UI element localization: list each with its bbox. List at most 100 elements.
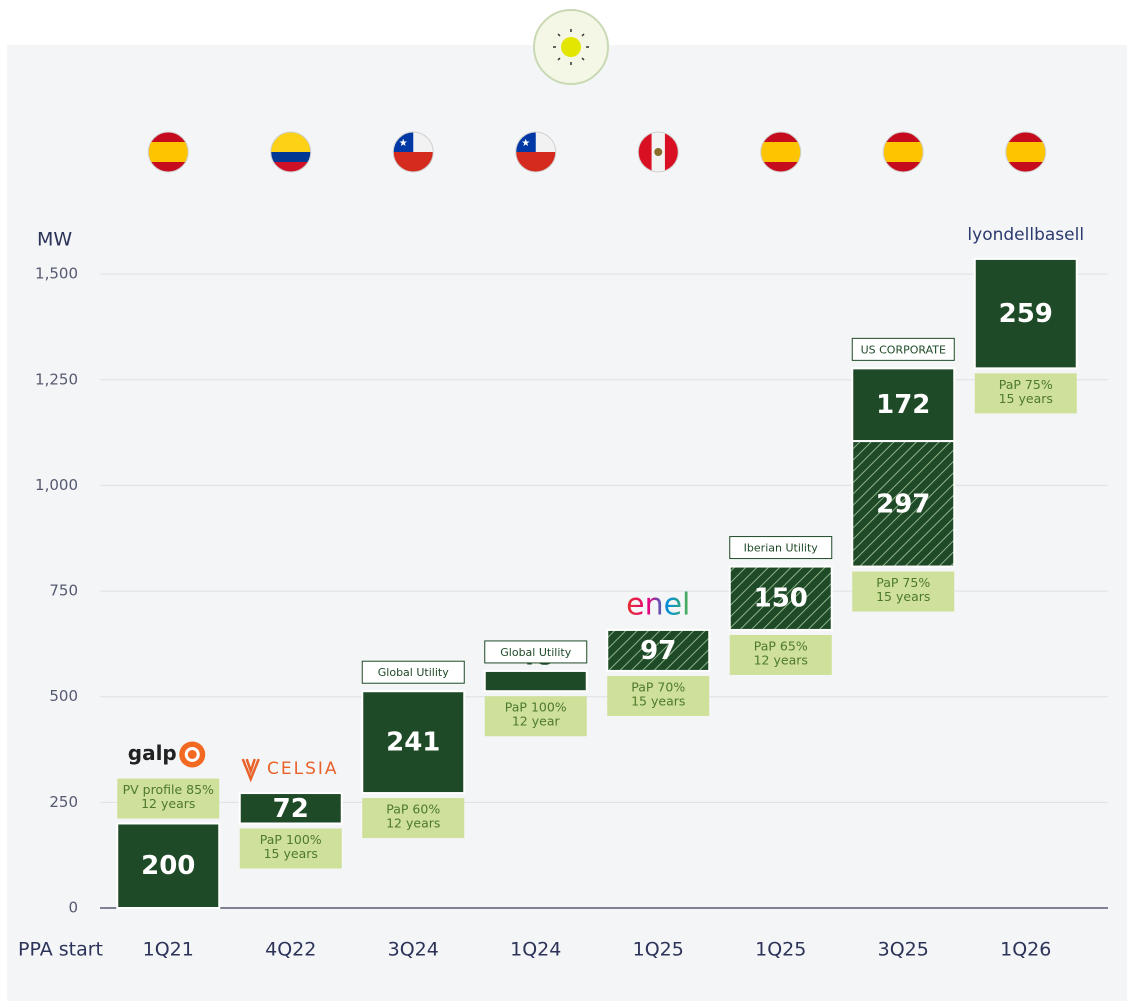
note-text: 15 years xyxy=(999,391,1053,406)
flag xyxy=(882,131,924,173)
logo-mark xyxy=(241,758,260,783)
tag-box xyxy=(484,640,588,664)
bar-value-label: 150 xyxy=(754,584,808,614)
note-box xyxy=(362,798,465,839)
flag-shine xyxy=(270,131,312,173)
bar-value-label: 97 xyxy=(640,636,676,666)
bar-group: 297 172 PaP 75%15 years US CORPORATE 3Q25 xyxy=(851,131,956,961)
note-box xyxy=(484,696,587,737)
x-tick-label: 4Q22 xyxy=(265,939,316,961)
bar-group: ★ 241 PaP 60%12 years Global Utility 3Q24 xyxy=(361,131,466,961)
flag-body xyxy=(270,132,311,172)
flag-body xyxy=(760,132,801,172)
bar-value-label: 72 xyxy=(273,794,309,824)
y-tick-label: 1,250 xyxy=(35,370,78,388)
bar-segment xyxy=(606,628,711,672)
flag-part xyxy=(883,132,924,142)
x-tick-label: 1Q25 xyxy=(755,939,806,961)
flag-part xyxy=(515,152,556,172)
note-box xyxy=(852,571,955,612)
x-tick-label: 1Q21 xyxy=(143,939,194,961)
bar-segment xyxy=(851,367,956,443)
bar-segment xyxy=(238,792,343,825)
flag-part xyxy=(1005,142,1046,162)
tag-text: Global Utility xyxy=(378,666,449,679)
x-tick-label: 1Q24 xyxy=(510,939,561,961)
tag-box xyxy=(851,337,955,361)
note-text: PaP 75% xyxy=(999,377,1053,392)
flag-part xyxy=(148,132,189,142)
x-axis-label: PPA start xyxy=(18,939,103,961)
note-text: PaP 70% xyxy=(631,679,685,694)
y-tick-label: 0 xyxy=(68,899,78,917)
bar-value-label: 297 xyxy=(876,489,930,519)
flag-body xyxy=(883,132,924,172)
bar-group: 150 PaP 65%12 years Iberian Utility 1Q25 xyxy=(728,131,833,961)
note-text: PaP 100% xyxy=(260,832,322,847)
note-box xyxy=(117,778,220,819)
note-text: 12 year xyxy=(512,714,561,729)
x-tick-label: 1Q26 xyxy=(1000,939,1051,961)
flag: ★ xyxy=(515,131,557,173)
tag-box xyxy=(729,536,833,560)
flag-part xyxy=(1005,162,1046,172)
flag xyxy=(1005,131,1047,173)
flag-part xyxy=(148,162,189,172)
bar-value-label: 259 xyxy=(999,299,1053,329)
note-text: PaP 65% xyxy=(754,638,808,653)
flag-part xyxy=(760,162,801,172)
flag: ★ xyxy=(392,131,434,173)
bar-group: 259 PaP 75%15 years lyondellbasell 1Q26 xyxy=(967,131,1084,961)
note-box xyxy=(974,373,1077,414)
bar-segment xyxy=(973,257,1078,370)
flag-body xyxy=(1005,132,1046,172)
flag-shine xyxy=(147,131,189,173)
bar-value-label: 200 xyxy=(141,851,195,881)
bar-segment xyxy=(361,690,466,795)
bar-segment xyxy=(728,565,833,631)
flag-part xyxy=(270,152,311,162)
bar-value-label: 172 xyxy=(876,390,930,420)
flag-shine xyxy=(760,131,802,173)
bar-segment xyxy=(116,822,221,910)
note-box xyxy=(239,828,342,869)
flag-part xyxy=(270,162,311,172)
flag xyxy=(760,131,802,173)
note-text: PV profile 85% xyxy=(123,782,214,797)
logo-text: CELSIA xyxy=(267,759,339,779)
note-text: 15 years xyxy=(264,846,318,861)
note-box xyxy=(729,634,832,675)
tag-text: US CORPORATE xyxy=(861,343,946,356)
flag-part xyxy=(760,142,801,162)
tag-text: Global Utility xyxy=(500,646,571,659)
logo-mark xyxy=(184,746,200,762)
note-text: 12 years xyxy=(386,816,440,831)
sun-icon xyxy=(533,9,609,85)
note-text: 15 years xyxy=(876,589,930,604)
flag-part xyxy=(270,132,311,152)
flag-shine xyxy=(392,131,434,173)
note-text: 12 years xyxy=(754,652,808,667)
bar-group: 97 PaP 70%15 years enel 1Q25 xyxy=(606,131,711,961)
note-text: 15 years xyxy=(631,693,685,708)
note-text: PaP 60% xyxy=(386,802,440,817)
logo-text: lyondellbasell xyxy=(967,225,1084,245)
x-tick-label: 3Q25 xyxy=(878,939,929,961)
flag-shine xyxy=(515,131,557,173)
flag xyxy=(270,131,312,173)
flag-part xyxy=(148,142,189,162)
flag-part xyxy=(1005,132,1046,142)
flag-part xyxy=(760,132,801,142)
flag-part xyxy=(883,162,924,172)
bar-value-label: 241 xyxy=(386,728,440,758)
flag-star: ★ xyxy=(521,138,530,149)
logo-text: enel xyxy=(626,587,690,622)
flag xyxy=(147,131,189,173)
x-tick-label: 3Q24 xyxy=(388,939,439,961)
bar-group: 72 PaP 100%15 years CELSIA 4Q22 xyxy=(238,131,343,961)
y-tick-label: 750 xyxy=(49,582,78,600)
y-tick-label: 500 xyxy=(49,687,78,705)
flag-star: ★ xyxy=(399,138,408,149)
